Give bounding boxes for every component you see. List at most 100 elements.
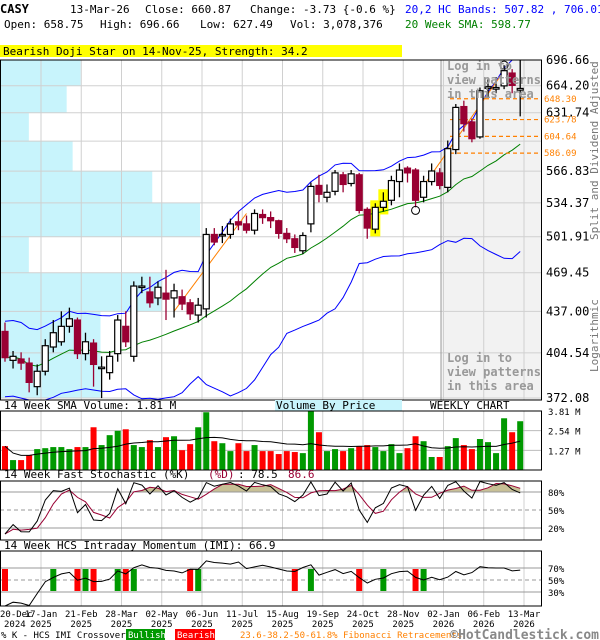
imi-title: 14 Week HCS Intraday Momentum (IMI): 66.… <box>4 539 276 552</box>
date-tick-label: 06-Feb <box>467 610 500 620</box>
volume-bar <box>146 440 153 470</box>
volume-bar <box>332 449 339 470</box>
candle <box>33 364 41 396</box>
candle <box>395 163 404 198</box>
stochastic-panel <box>0 480 542 541</box>
candle-body <box>347 173 355 185</box>
volume-bar <box>26 455 33 470</box>
candle <box>299 232 307 255</box>
candle <box>25 357 33 393</box>
candle <box>97 356 106 399</box>
candle <box>387 175 395 206</box>
candle-body <box>460 105 468 125</box>
volume-bar <box>396 453 403 470</box>
candle <box>194 297 202 323</box>
bearish-crossover-marker <box>412 569 419 591</box>
volume-bar <box>98 445 105 470</box>
candle-body <box>226 223 234 236</box>
volume-bar <box>195 427 202 470</box>
candle <box>476 87 484 139</box>
candle-body <box>170 290 178 299</box>
candle-body <box>468 121 476 140</box>
date-tick-label: 28-Nov <box>387 610 420 620</box>
stoch-tick-label: 50% <box>548 507 565 517</box>
candle-body <box>17 358 25 364</box>
volume-bar <box>324 451 330 470</box>
bullish-crossover-marker <box>380 569 387 591</box>
candle <box>291 234 299 253</box>
volume-bar <box>364 445 371 470</box>
volume-bar <box>283 451 290 470</box>
candle-body <box>130 285 138 357</box>
candle <box>57 311 65 346</box>
copyright-watermark: ©HotCandlestick.com <box>450 628 599 640</box>
candle <box>41 339 49 376</box>
volume-bar <box>517 421 524 470</box>
candle <box>162 269 170 321</box>
date-tick-year: 2025 <box>231 620 253 630</box>
candle <box>146 276 154 308</box>
volume-bar <box>485 442 491 470</box>
candle <box>339 171 347 193</box>
volume-bar <box>227 451 234 470</box>
stoch-k-value: : 78.5 <box>238 468 278 481</box>
volume-by-price-bar <box>1 141 73 172</box>
date-tick-year: 2025 <box>151 620 173 630</box>
candle <box>242 215 251 234</box>
bearish-crossover-marker <box>291 569 298 591</box>
date-tick-label: 24-Oct <box>347 610 380 620</box>
candle-body <box>146 291 154 304</box>
date-tick-year: 2025 <box>191 620 213 630</box>
volume-bar <box>428 456 435 470</box>
pattern-banner-text: Bearish Doji Star on 14-Nov-25, Strength… <box>3 45 308 58</box>
candle-body <box>476 90 484 138</box>
candle-body <box>331 172 339 192</box>
bearish-crossover-marker <box>356 569 363 591</box>
candle-body <box>114 319 122 355</box>
volume-sma-line <box>4 436 521 456</box>
locked-pattern-text: view patterns <box>447 365 541 379</box>
volume-tick-label: 3.81 M <box>548 408 581 418</box>
volume-bar <box>50 447 57 470</box>
volume-bar <box>114 430 121 470</box>
volume-bar <box>460 445 467 470</box>
volume-bar <box>74 447 81 470</box>
volume-bar <box>243 451 250 470</box>
locked-pattern-text: view patterns <box>447 73 541 87</box>
price-tick-label: 696.66 <box>546 53 589 67</box>
stoch-tick-label: 20% <box>548 525 565 535</box>
volume-by-price-bar <box>1 236 29 273</box>
candle <box>484 79 492 98</box>
volume-bar <box>267 451 274 470</box>
candle <box>178 289 186 311</box>
volume-tick-label: 1.27 M <box>548 447 581 457</box>
bearish-crossover-marker <box>122 569 129 591</box>
bullish-crossover-marker <box>114 569 121 591</box>
candle <box>516 60 524 117</box>
date-tick-label: 13-Mar <box>508 610 541 620</box>
candle-body <box>484 86 492 89</box>
candle-body <box>387 179 395 201</box>
candle <box>234 211 243 231</box>
date-tick-label: 19-Sep <box>306 610 339 620</box>
volume-bar <box>130 445 137 470</box>
volume-bar <box>348 448 355 470</box>
candle-body <box>500 70 508 87</box>
low-price: Low: 627.49 <box>200 18 273 31</box>
candle <box>403 166 412 183</box>
candle-body <box>33 370 41 388</box>
candle <box>202 228 210 318</box>
stoch-k-line <box>4 480 521 535</box>
date-tick-label: 02-May <box>145 610 178 620</box>
price-tick-label: 404.54 <box>546 346 589 360</box>
date-tick-label: 02-Jan <box>427 610 460 620</box>
candle-body <box>355 174 363 212</box>
stoch-panel-border <box>0 480 542 541</box>
chart-kind-label: WEEKLY CHART <box>430 399 510 412</box>
date-tick-label: 28-Mar <box>105 610 138 620</box>
volume-bar <box>412 436 419 470</box>
date-tick-label: 15-Aug <box>266 610 299 620</box>
fib-level-label: 648.30 <box>544 95 577 105</box>
candle <box>259 209 267 224</box>
date-tick-label: 21-Feb <box>65 610 98 620</box>
